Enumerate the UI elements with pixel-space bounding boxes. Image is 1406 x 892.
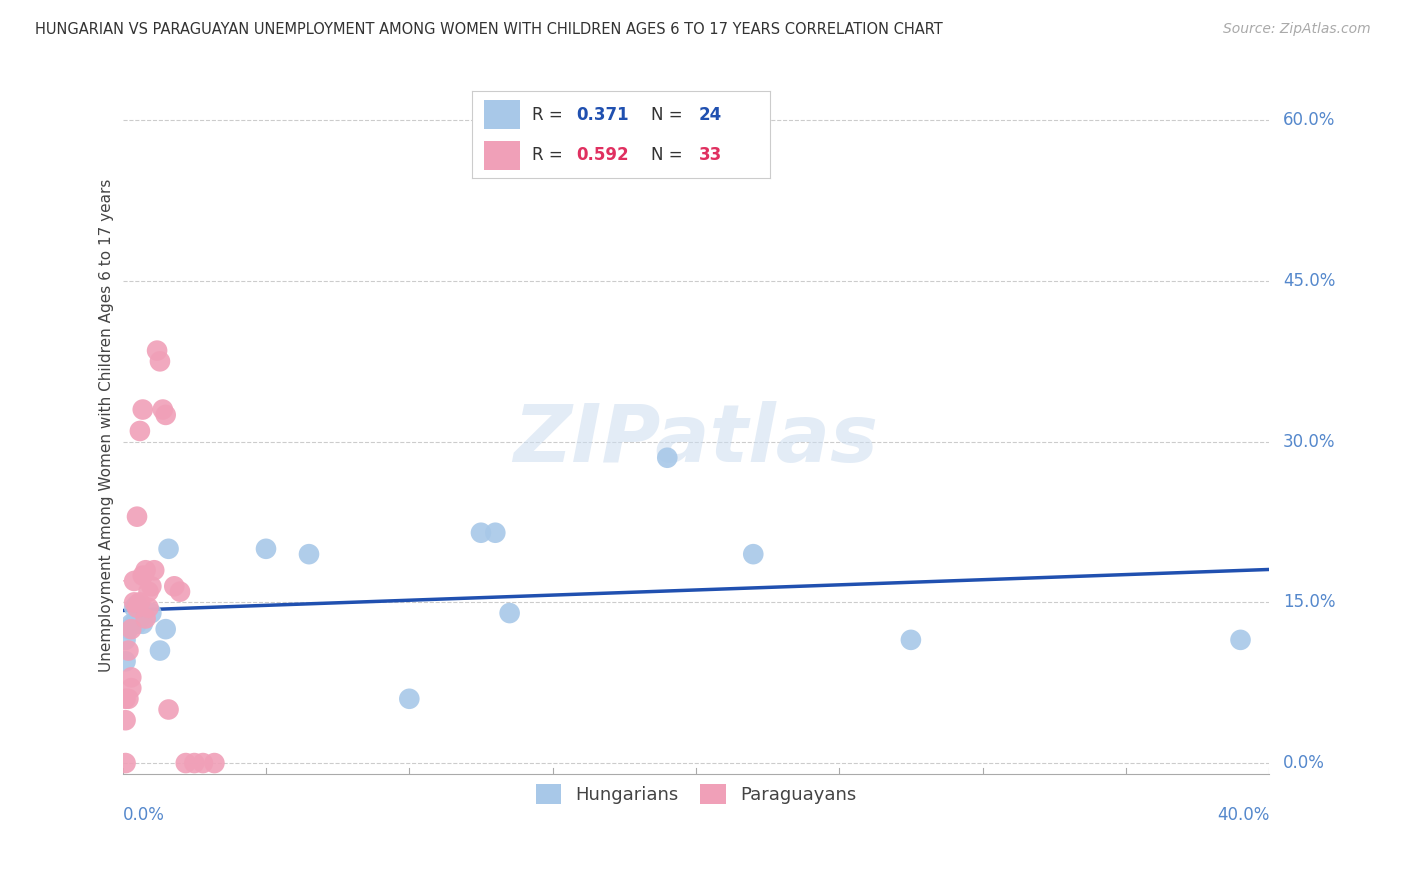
Point xyxy=(141,606,163,620)
Point xyxy=(169,584,191,599)
Point xyxy=(135,611,157,625)
Point xyxy=(163,579,186,593)
Text: 45.0%: 45.0% xyxy=(1282,272,1336,290)
Point xyxy=(120,670,142,684)
Point xyxy=(132,402,155,417)
Point xyxy=(125,616,148,631)
Point xyxy=(122,574,145,588)
Point xyxy=(122,595,145,609)
Point xyxy=(143,563,166,577)
Point xyxy=(152,402,174,417)
Point xyxy=(114,691,136,706)
Point xyxy=(484,525,506,540)
Point xyxy=(114,632,136,647)
Point xyxy=(120,622,142,636)
Point xyxy=(114,713,136,727)
Point xyxy=(132,616,155,631)
Text: Source: ZipAtlas.com: Source: ZipAtlas.com xyxy=(1223,22,1371,37)
Point xyxy=(117,622,139,636)
Point xyxy=(114,654,136,668)
Point xyxy=(146,343,169,358)
Point xyxy=(114,756,136,770)
Point xyxy=(117,643,139,657)
Point xyxy=(120,681,142,695)
Text: 60.0%: 60.0% xyxy=(1282,112,1336,129)
Point xyxy=(157,541,180,556)
Text: 30.0%: 30.0% xyxy=(1282,433,1336,450)
Point xyxy=(120,616,142,631)
Point xyxy=(125,509,148,524)
Point xyxy=(657,450,679,465)
Point xyxy=(157,702,180,716)
Point xyxy=(122,616,145,631)
Point xyxy=(191,756,214,770)
Point xyxy=(174,756,197,770)
Point xyxy=(398,691,420,706)
Text: ZIPatlas: ZIPatlas xyxy=(513,401,879,478)
Point xyxy=(183,756,205,770)
Point xyxy=(202,756,225,770)
Point xyxy=(155,622,177,636)
Text: 15.0%: 15.0% xyxy=(1282,593,1336,611)
Point xyxy=(128,611,150,625)
Point xyxy=(470,525,492,540)
Text: HUNGARIAN VS PARAGUAYAN UNEMPLOYMENT AMONG WOMEN WITH CHILDREN AGES 6 TO 17 YEAR: HUNGARIAN VS PARAGUAYAN UNEMPLOYMENT AMO… xyxy=(35,22,943,37)
Point xyxy=(141,579,163,593)
Point xyxy=(138,600,160,615)
Text: 40.0%: 40.0% xyxy=(1216,805,1270,824)
Point xyxy=(125,598,148,612)
Point xyxy=(149,643,172,657)
Point xyxy=(742,547,765,561)
Point xyxy=(498,606,520,620)
Point xyxy=(125,600,148,615)
Text: 0.0%: 0.0% xyxy=(1282,754,1324,772)
Point xyxy=(117,691,139,706)
Y-axis label: Unemployment Among Women with Children Ages 6 to 17 years: Unemployment Among Women with Children A… xyxy=(100,179,114,673)
Point xyxy=(138,584,160,599)
Text: 0.0%: 0.0% xyxy=(122,805,165,824)
Point xyxy=(900,632,922,647)
Point xyxy=(254,541,277,556)
Point xyxy=(128,595,150,609)
Legend: Hungarians, Paraguayans: Hungarians, Paraguayans xyxy=(527,774,865,814)
Point xyxy=(298,547,321,561)
Point xyxy=(122,600,145,615)
Point xyxy=(135,563,157,577)
Point xyxy=(132,568,155,582)
Point xyxy=(1229,632,1251,647)
Point xyxy=(155,408,177,422)
Point xyxy=(149,354,172,368)
Point xyxy=(128,424,150,438)
